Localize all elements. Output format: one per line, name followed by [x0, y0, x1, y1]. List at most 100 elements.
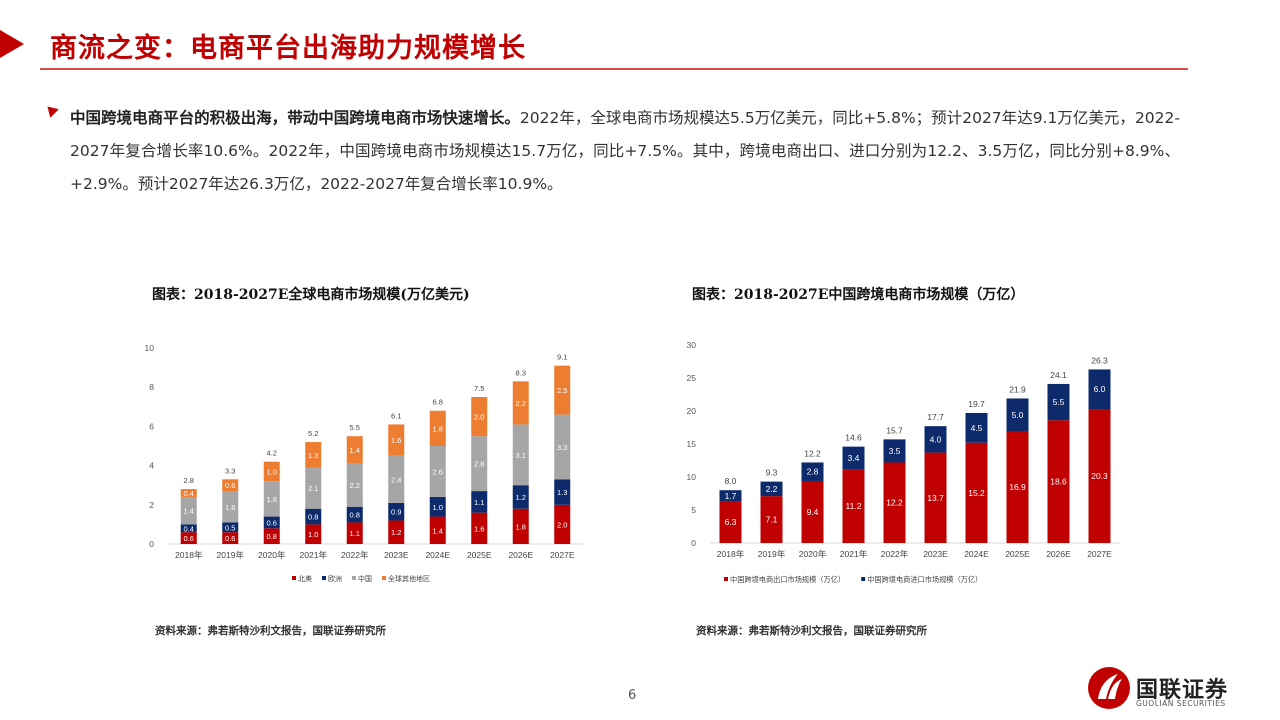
data-label: 1.4	[184, 507, 194, 516]
data-label: 2.2	[350, 481, 360, 490]
bar-segment	[719, 501, 742, 543]
bar-segment	[305, 524, 322, 544]
bar-segment	[388, 424, 405, 456]
summary-paragraph: 中国跨境电商平台的积极出海，带动中国跨境电商市场快速增长。2022年，全球电商市…	[70, 102, 1180, 201]
bar-segment	[305, 508, 322, 525]
bar-segment	[1088, 369, 1111, 410]
bar-segment	[429, 410, 446, 446]
data-label: 4.0	[930, 434, 942, 444]
total-label: 24.1	[1050, 370, 1067, 380]
legend-swatch	[352, 576, 356, 580]
bar-segment	[222, 491, 239, 523]
data-label: 1.2	[391, 528, 401, 537]
x-tick-label: 2027E	[550, 550, 575, 560]
data-label: 2.8	[807, 467, 819, 477]
bar-segment	[842, 446, 865, 470]
bar-segment	[180, 489, 197, 497]
bar-segment	[883, 439, 906, 463]
bar-segment	[554, 365, 571, 415]
chart2-title: 图表：2018-2027E中国跨境电商市场规模（万亿）	[692, 287, 1025, 303]
data-label: 13.7	[927, 493, 944, 503]
data-label: 1.8	[516, 522, 526, 531]
data-label: 6.0	[1094, 384, 1106, 394]
data-label: 7.1	[766, 515, 778, 525]
data-label: 0.9	[391, 508, 401, 517]
data-label: 1.6	[474, 524, 484, 533]
x-tick-label: 2019年	[758, 549, 786, 559]
x-tick-label: 2022年	[881, 549, 909, 559]
bar-segment	[719, 490, 742, 502]
bar-segment	[429, 516, 446, 544]
total-label: 5.5	[350, 423, 360, 432]
bar-segment	[512, 381, 529, 425]
bar-segment	[924, 426, 947, 453]
page-title: 商流之变：电商平台出海助力规模增长	[50, 33, 526, 64]
x-tick-label: 2025E	[1005, 549, 1030, 559]
bar-segment	[471, 491, 488, 513]
data-label: 2.5	[557, 386, 567, 395]
y-tick-label: 2	[149, 500, 154, 510]
x-tick-label: 2026E	[508, 550, 533, 560]
x-tick-label: 2023E	[384, 550, 409, 560]
global-ecommerce-chart: 02468100.60.41.40.42.82018年0.60.51.60.63…	[145, 343, 583, 583]
y-tick-label: 30	[687, 340, 697, 350]
bar-segment	[429, 496, 446, 517]
data-label: 1.3	[557, 488, 567, 497]
bar-segment	[222, 532, 239, 544]
data-label: 6.3	[725, 517, 737, 527]
data-label: 16.9	[1009, 482, 1026, 492]
y-tick-label: 4	[149, 461, 154, 471]
y-tick-label: 10	[687, 472, 697, 482]
bar-segment	[346, 522, 363, 544]
chart1-title: 图表：2018-2027E全球电商市场规模(万亿美元)	[152, 287, 470, 303]
bar-segment	[924, 452, 947, 543]
data-label: 1.4	[433, 526, 443, 535]
data-label: 0.6	[184, 534, 194, 543]
data-label: 2.6	[433, 467, 443, 476]
data-label: 0.6	[225, 481, 235, 490]
x-tick-label: 2018年	[717, 549, 745, 559]
bar-segment	[388, 520, 405, 544]
legend-swatch	[322, 576, 326, 580]
x-tick-label: 2027E	[1087, 549, 1112, 559]
bar-segment	[965, 442, 988, 543]
logo-name: 国联证券	[1136, 678, 1229, 703]
data-label: 0.5	[225, 523, 235, 532]
total-label: 12.2	[804, 448, 821, 458]
x-tick-label: 2024E	[964, 549, 989, 559]
data-label: 1.6	[225, 503, 235, 512]
legend-swatch	[292, 576, 296, 580]
y-tick-label: 15	[687, 439, 697, 449]
total-label: 8.3	[516, 368, 526, 377]
y-tick-label: 0	[691, 538, 696, 548]
chart1-source: 资料来源：弗若斯特沙利文报告，国联证券研究所	[155, 625, 386, 637]
data-label: 1.0	[308, 530, 318, 539]
data-label: 1.7	[725, 491, 737, 501]
x-tick-label: 2023E	[923, 549, 948, 559]
data-label: 0.6	[225, 534, 235, 543]
bar-segment	[512, 508, 529, 544]
data-label: 3.1	[516, 451, 526, 460]
legend-label: 中国跨境电商出口市场规模（万亿）	[730, 575, 845, 584]
data-label: 5.0	[1012, 410, 1024, 420]
bar-segment	[388, 502, 405, 521]
data-label: 1.6	[391, 436, 401, 445]
bar-segment	[263, 528, 280, 544]
bar-segment	[801, 462, 824, 481]
bar-segment	[180, 524, 197, 533]
legend-label: 中国跨境电商进口市场规模（万亿）	[867, 575, 982, 584]
data-label: 0.8	[308, 513, 318, 522]
total-label: 4.2	[267, 449, 277, 458]
china-crossborder-chart: 0 5 10 15 20 25 30 6.3 1.7 8.0 2018年 7.1 2.2 9.3 2019年…	[687, 340, 1120, 584]
data-label: 1.0	[433, 503, 443, 512]
bar-segment	[222, 522, 239, 533]
y-tick-label: 25	[687, 373, 697, 383]
data-label: 18.6	[1050, 477, 1067, 487]
x-tick-label: 2025E	[467, 550, 492, 560]
x-tick-label: 2020年	[258, 550, 286, 560]
data-label: 5.5	[1053, 397, 1065, 407]
bar-segment	[346, 506, 363, 523]
bar-segment	[471, 512, 488, 544]
total-label: 26.3	[1091, 355, 1108, 365]
data-label: 2.0	[557, 520, 567, 529]
